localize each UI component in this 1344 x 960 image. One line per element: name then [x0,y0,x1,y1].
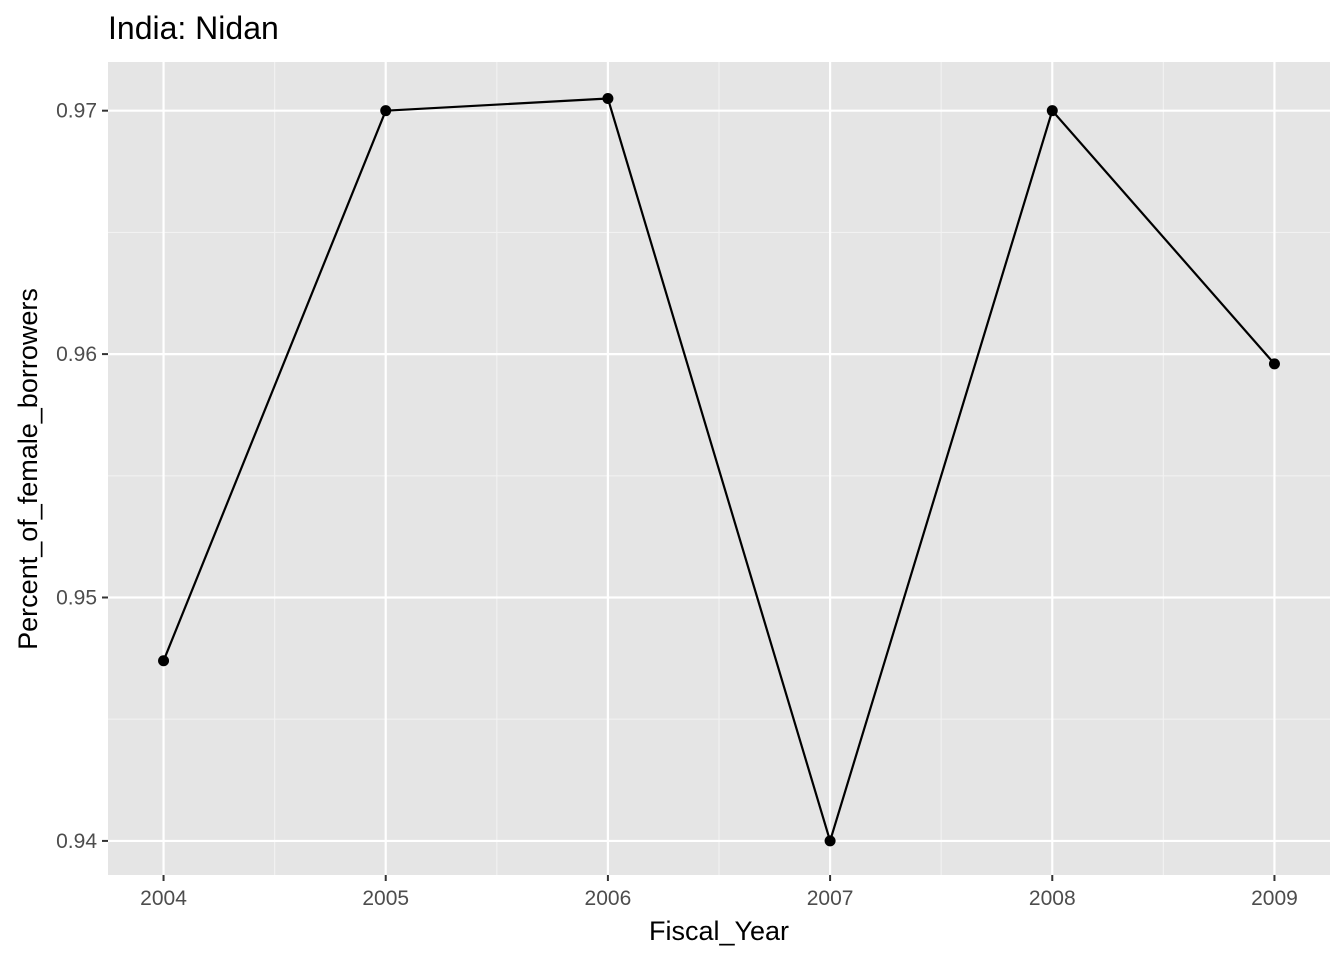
x-tick-label: 2008 [1029,887,1076,910]
data-point [1046,105,1058,117]
x-tick-label: 2006 [585,887,632,910]
series-line [162,97,1276,843]
y-axis-ticks: 0.94 0.95 0.96 0.97 [56,100,108,853]
x-tick-label: 2007 [807,887,854,910]
y-tick-label: 0.94 [56,830,97,853]
data-point [380,105,392,117]
x-tick-label: 2005 [362,887,409,910]
major-gridlines [108,62,1330,875]
y-tick-label: 0.96 [56,343,97,366]
x-axis-title: Fiscal_Year [649,916,789,946]
data-point [1268,358,1280,370]
data-point [824,835,836,847]
x-tick-label: 2009 [1251,887,1298,910]
chart-title: India: Nidan [108,10,279,46]
y-tick-label: 0.95 [56,587,97,610]
series-layer [158,93,1280,847]
data-point [602,93,614,105]
x-tick-label: 2004 [140,887,187,910]
data-point [158,655,170,667]
x-axis-ticks: 2004 2005 2006 2007 2008 2009 [140,875,1298,910]
y-tick-label: 0.97 [56,100,97,123]
y-axis-title: Percent_of_female_borrowers [13,288,43,650]
